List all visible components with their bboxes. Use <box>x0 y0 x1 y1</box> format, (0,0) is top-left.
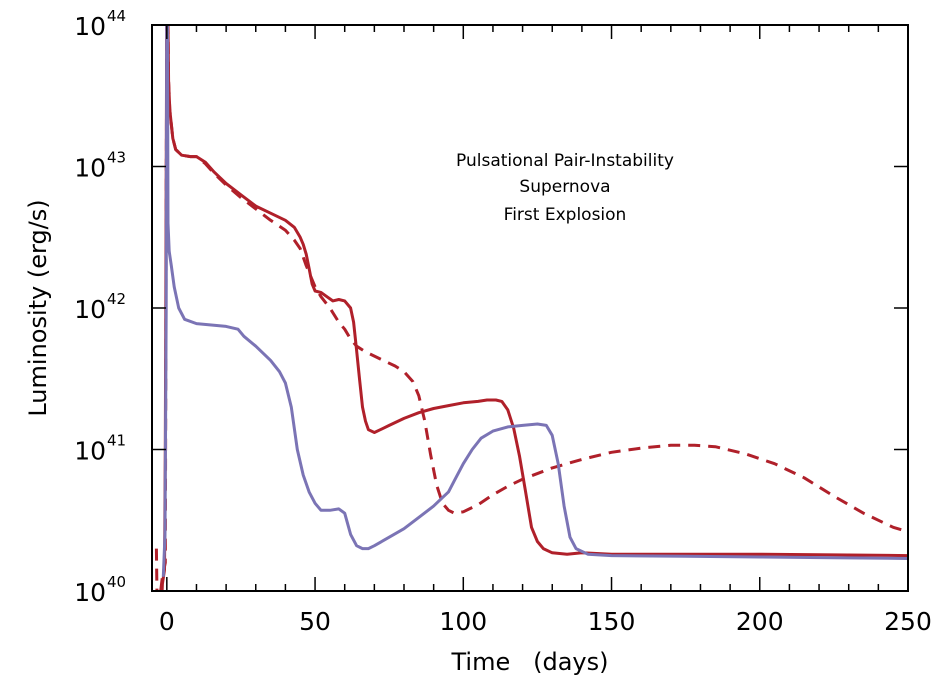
x-tick-label: 100 <box>439 607 487 636</box>
y-tick-label-exp: 44 <box>107 7 126 25</box>
series-red-solid <box>160 25 908 591</box>
x-tick-label: 50 <box>299 607 331 636</box>
y-tick-label-base: 10 <box>74 578 106 607</box>
series-layer <box>154 25 908 591</box>
y-tick-label-exp: 42 <box>107 290 126 308</box>
y-axis-title: Luminosity (erg/s) <box>24 199 52 416</box>
y-tick-label-exp: 40 <box>107 573 126 591</box>
y-tick-label-base: 10 <box>74 295 106 324</box>
series-red-dashed <box>154 25 908 591</box>
ticks-layer <box>152 24 909 592</box>
y-tick-label-base: 10 <box>74 154 106 183</box>
y-tick-label-exp: 41 <box>107 432 126 450</box>
annotation-line-2: Supernova <box>519 177 610 197</box>
annotation-line-1: Pulsational Pair-Instability <box>456 151 674 171</box>
x-tick-label: 250 <box>884 607 932 636</box>
x-axis-title: Time (days) <box>451 648 609 676</box>
y-tick-label-base: 10 <box>74 437 106 466</box>
series-purple-solid <box>161 25 908 577</box>
x-tick-label: 0 <box>159 607 175 636</box>
y-tick-label-base: 10 <box>74 12 106 41</box>
annotation-line-3: First Explosion <box>504 205 627 225</box>
x-tick-label: 200 <box>736 607 784 636</box>
plot-frame <box>151 24 909 592</box>
y-tick-label-exp: 43 <box>107 149 126 167</box>
x-tick-label: 150 <box>588 607 636 636</box>
